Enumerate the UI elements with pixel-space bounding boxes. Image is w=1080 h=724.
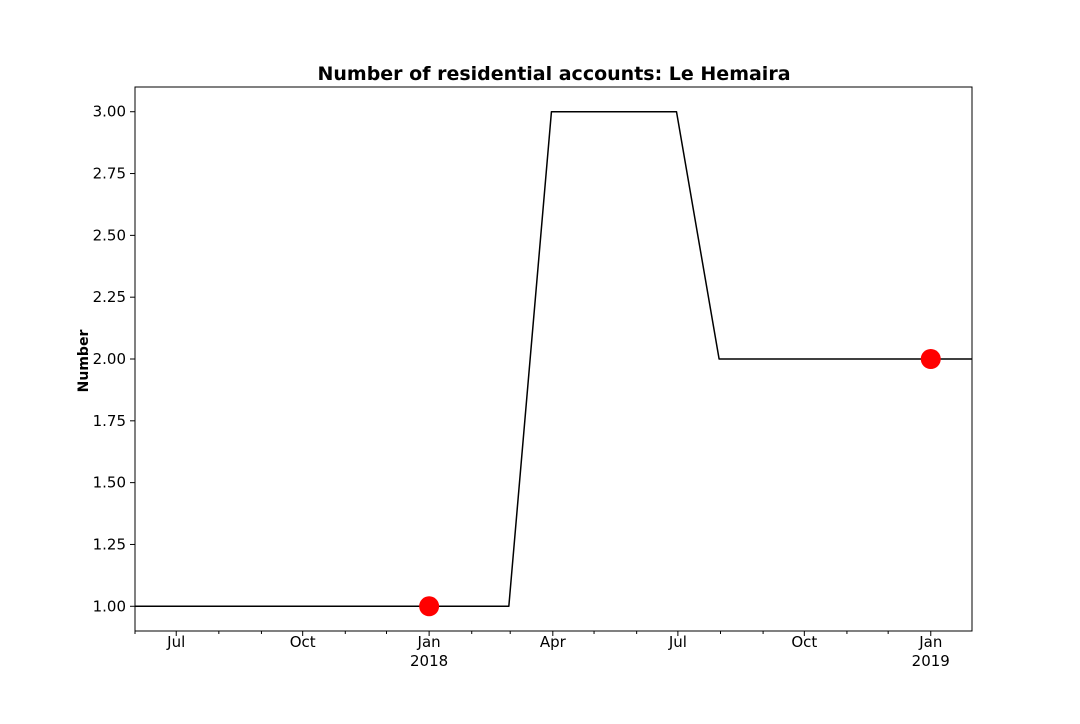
x-tick-label: Jan (417, 633, 441, 651)
highlight-marker (920, 349, 941, 369)
y-tick-label: 1.25 (93, 535, 126, 553)
highlight-markers (419, 349, 941, 617)
series-lines (135, 110, 972, 608)
x-tick-year-label: 2018 (410, 652, 448, 670)
y-tick-label: 1.75 (93, 412, 126, 430)
series-line (135, 110, 972, 608)
x-tick-label: Apr (540, 633, 567, 651)
y-tick-label: 2.00 (93, 350, 126, 368)
y-axis-label: Number (76, 330, 92, 393)
x-tick-year-label: 2019 (912, 652, 950, 670)
x-tick-label: Oct (290, 633, 316, 651)
x-tick-label: Oct (791, 633, 817, 651)
plot-frame (134, 86, 973, 632)
y-tick-label: 2.50 (93, 226, 126, 244)
y-tick-label: 3.00 (93, 103, 126, 121)
y-tick-label: 2.25 (93, 288, 126, 306)
x-tick-label: Jan (918, 633, 942, 651)
y-tick-label: 2.75 (93, 165, 126, 183)
y-tick-label: 1.50 (93, 474, 126, 492)
y-tick-label: 1.00 (93, 597, 126, 615)
axis-ticks: 1.00 1.25 1.50 1.75 2.00 2.25 2.50 2.75 3.00 Jul O… (93, 103, 950, 670)
x-tick-label: Jul (668, 633, 687, 651)
x-tick-label: Jul (166, 633, 185, 651)
highlight-marker (419, 596, 440, 617)
chart-title: Number of residential accounts: Le Hemai… (317, 63, 790, 85)
